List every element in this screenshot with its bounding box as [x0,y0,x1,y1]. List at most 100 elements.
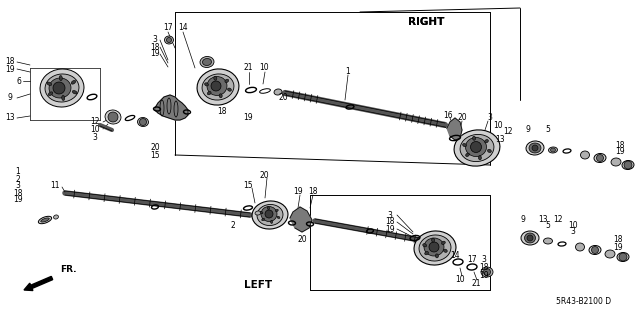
Ellipse shape [108,112,118,122]
Text: 5: 5 [545,125,550,135]
Ellipse shape [424,238,444,256]
Ellipse shape [261,206,277,221]
Ellipse shape [202,74,234,100]
Text: 2: 2 [230,220,236,229]
Ellipse shape [525,233,536,243]
Text: 10: 10 [568,221,578,231]
Text: 21: 21 [243,63,253,72]
Text: 14: 14 [178,24,188,33]
Ellipse shape [527,235,533,241]
Text: 13: 13 [495,136,505,145]
Ellipse shape [419,235,451,261]
Ellipse shape [431,238,435,242]
Ellipse shape [140,118,147,125]
Text: RIGHT: RIGHT [408,17,444,27]
Ellipse shape [54,215,58,219]
Ellipse shape [414,231,456,265]
Ellipse shape [265,210,273,218]
Ellipse shape [205,83,209,86]
Ellipse shape [71,80,76,84]
Ellipse shape [276,209,278,212]
Text: 16: 16 [443,110,453,120]
Ellipse shape [257,204,283,226]
Text: 3: 3 [388,211,392,219]
Ellipse shape [202,58,211,65]
Polygon shape [155,95,188,120]
Text: 9: 9 [8,93,12,102]
Ellipse shape [479,156,481,160]
Ellipse shape [591,247,598,254]
Text: FR.: FR. [60,265,77,275]
Ellipse shape [435,254,438,258]
Ellipse shape [214,76,217,80]
Text: 18: 18 [613,235,623,244]
Text: 3: 3 [481,256,486,264]
Text: 3: 3 [152,35,157,44]
Text: 19: 19 [293,188,303,197]
Ellipse shape [444,249,447,252]
Ellipse shape [463,144,467,147]
Ellipse shape [611,158,621,166]
Text: 18: 18 [385,218,395,226]
Text: 13: 13 [5,114,15,122]
Ellipse shape [60,76,62,80]
Ellipse shape [526,141,544,155]
Text: 9: 9 [525,125,531,135]
Ellipse shape [484,139,488,143]
Ellipse shape [53,82,65,94]
Text: 20: 20 [297,235,307,244]
Ellipse shape [442,241,445,245]
Text: 21: 21 [471,278,481,287]
Text: 2: 2 [15,174,20,183]
Ellipse shape [619,253,627,261]
Ellipse shape [207,92,211,95]
Text: 14: 14 [450,250,460,259]
Text: 12: 12 [503,128,513,137]
Ellipse shape [40,69,84,107]
Ellipse shape [219,94,222,98]
Text: 19: 19 [479,271,489,280]
Polygon shape [447,118,462,140]
Text: 9: 9 [520,216,525,225]
Ellipse shape [255,211,261,215]
Text: 10: 10 [259,63,269,72]
Text: 18: 18 [150,42,160,51]
Ellipse shape [617,253,629,262]
Ellipse shape [38,216,52,224]
Ellipse shape [470,142,481,152]
Ellipse shape [423,244,427,247]
Ellipse shape [550,148,556,152]
Ellipse shape [211,81,221,91]
Text: 12: 12 [553,216,563,225]
Ellipse shape [49,78,71,98]
Text: 3: 3 [15,182,20,190]
Text: 5: 5 [545,220,550,229]
Text: 20: 20 [278,93,288,102]
Ellipse shape [61,95,65,100]
Ellipse shape [48,92,52,96]
Text: 1: 1 [15,167,20,176]
Ellipse shape [105,110,121,124]
Ellipse shape [532,145,538,151]
Ellipse shape [466,153,469,157]
Ellipse shape [605,250,615,258]
Text: 20: 20 [457,114,467,122]
Text: 12: 12 [90,117,100,127]
Text: 20: 20 [259,170,269,180]
Text: 3: 3 [488,114,492,122]
Polygon shape [290,207,312,232]
Text: RIGHT: RIGHT [408,17,444,27]
Text: 6: 6 [17,77,21,85]
Ellipse shape [472,136,476,140]
Text: 18: 18 [308,188,317,197]
Ellipse shape [460,134,494,162]
Ellipse shape [271,220,273,223]
Ellipse shape [589,246,601,255]
Ellipse shape [521,231,539,245]
Ellipse shape [228,88,232,91]
Text: 17: 17 [467,256,477,264]
Text: 19: 19 [615,147,625,157]
Text: 19: 19 [243,114,253,122]
Ellipse shape [594,153,606,162]
Ellipse shape [580,151,589,159]
